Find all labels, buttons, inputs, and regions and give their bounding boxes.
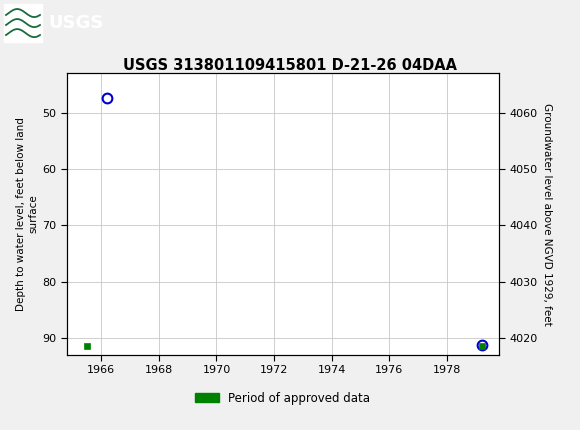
Y-axis label: Groundwater level above NGVD 1929, feet: Groundwater level above NGVD 1929, feet: [542, 102, 552, 326]
Text: USGS: USGS: [48, 14, 103, 32]
Y-axis label: Depth to water level, feet below land
surface: Depth to water level, feet below land su…: [16, 117, 38, 311]
Bar: [4, 4, 42, 42]
Text: USGS 313801109415801 D-21-26 04DAA: USGS 313801109415801 D-21-26 04DAA: [123, 58, 457, 73]
Legend: Period of approved data: Period of approved data: [190, 387, 375, 409]
